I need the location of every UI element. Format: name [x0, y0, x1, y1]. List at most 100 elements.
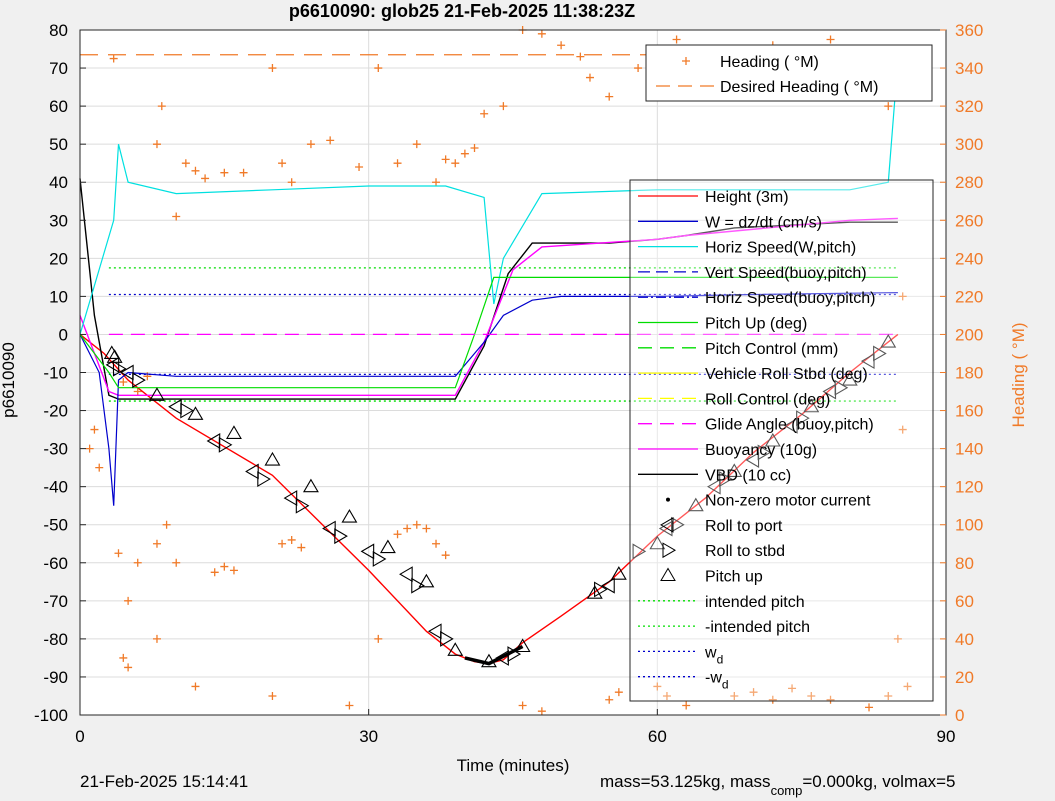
heading-point [903, 682, 912, 691]
heading-point [278, 539, 287, 548]
legend-symbol [666, 497, 670, 502]
heading-point [220, 168, 229, 177]
heading-point [614, 688, 623, 697]
legend-label: Roll to port [705, 518, 783, 535]
legend-symbol [660, 567, 676, 581]
y-tick-label-left: 30 [49, 211, 68, 230]
roll-port-marker [245, 463, 259, 480]
heading-point [239, 168, 248, 177]
pitch-up-marker [302, 478, 319, 493]
heading-point [297, 543, 306, 552]
roll-stbd-marker [440, 630, 454, 647]
pitch-up-marker [447, 642, 464, 656]
roll-port-marker [601, 577, 615, 594]
heading-point [499, 102, 508, 111]
legend-label: Roll Control (deg) [705, 391, 830, 408]
roll-stbd-marker [834, 379, 849, 396]
x-tick-label: 90 [937, 727, 956, 746]
pitch-up-marker [880, 333, 897, 348]
legend-label: Glide Angle (buoy,pitch) [705, 417, 874, 434]
pitch-up-marker [841, 372, 858, 386]
y-tick-label-right: 100 [955, 516, 983, 535]
roll-stbd-marker [180, 402, 194, 419]
heading-point [172, 558, 181, 567]
legend-label: VBD (10 cc) [705, 467, 791, 484]
y-tick-label-right: 40 [955, 630, 974, 649]
heading-point [422, 524, 431, 533]
y-tick-label-left: 40 [49, 173, 68, 192]
roll-stbd-marker [632, 543, 647, 560]
roll-stbd-marker [594, 581, 608, 598]
roll-stbd-marker [372, 551, 387, 567]
x-tick-label: 30 [359, 727, 378, 746]
heading-point [90, 425, 99, 434]
ticks: 0 30 60 9080706050403020100-10-20-30-40-50-… [34, 21, 983, 746]
pitch-up-marker [610, 566, 627, 580]
roll-stbd-marker [411, 577, 425, 594]
series-line [79, 178, 898, 400]
legend-label: Pitch Up (deg) [705, 316, 807, 333]
roll-port-marker [745, 452, 760, 468]
y-tick-label-left: 60 [49, 97, 68, 116]
roll-port-marker [120, 364, 134, 381]
heading-point [278, 159, 287, 168]
y-tick-label-right: 80 [955, 554, 974, 573]
roll-stbd-marker [218, 436, 233, 453]
chart-title: p6610090: glob25 21-Feb-2025 11:38:23Z [289, 1, 635, 21]
pitch-up-marker [586, 585, 603, 599]
pitch-up-marker [149, 387, 165, 401]
y-tick-label-left: 10 [49, 287, 68, 306]
heading-point [865, 703, 874, 712]
legend-label: Pitch Control (mm) [705, 341, 838, 358]
series-line [79, 276, 898, 389]
heading-point [412, 520, 421, 529]
legend-label: Pitch up [705, 569, 763, 586]
y-axis-label-right: Heading ( °M) [1009, 322, 1028, 427]
roll-stbd-marker [132, 372, 146, 389]
footer-date: 21-Feb-2025 15:14:41 [80, 772, 249, 791]
y-tick-label-right: 320 [955, 97, 983, 116]
heading-point [191, 682, 200, 691]
pitch-up-marker [480, 653, 497, 668]
heading-point [807, 691, 816, 700]
pitch-up-marker [264, 451, 281, 466]
heading-point [460, 149, 469, 158]
heading-point [114, 549, 123, 558]
pitch-up-marker [418, 573, 435, 588]
heading-point [898, 292, 907, 301]
heading-point [634, 64, 643, 73]
pitch-up-marker [803, 398, 820, 413]
heading-point [306, 140, 315, 149]
heading-point [682, 701, 691, 710]
heading-point [119, 653, 128, 662]
heading-point [109, 54, 118, 63]
y-tick-label-right: 20 [955, 668, 974, 687]
heading-point [124, 663, 133, 672]
heading-point [451, 159, 460, 168]
heading-point [768, 695, 777, 704]
y-tick-label-left: -50 [43, 516, 68, 535]
y-tick-label-right: 240 [955, 249, 983, 268]
pitch-up-marker [103, 345, 120, 360]
x-tick-label: 0 [75, 727, 84, 746]
heading-point [749, 688, 758, 697]
heading-point [220, 562, 229, 571]
y-tick-label-right: 60 [955, 592, 974, 611]
legend-label: Horiz Speed(W,pitch) [705, 240, 856, 257]
legend-label: wd [704, 644, 723, 666]
y-tick-label-left: -10 [43, 364, 68, 383]
heading-point [172, 212, 181, 221]
heading-point [326, 136, 335, 145]
heading-point [557, 41, 566, 50]
roll-stbd-marker [757, 444, 772, 461]
heading-point [393, 530, 402, 539]
pitch-up-marker [726, 463, 743, 477]
y-tick-label-right: 0 [955, 706, 964, 725]
legend-label: -wd [705, 670, 729, 692]
y-tick-label-left: -60 [43, 554, 68, 573]
footer-mass-suffix: =0.000kg, volmax=5 [802, 772, 956, 791]
pitch-up-marker [687, 497, 704, 512]
pitch-up-marker [341, 509, 358, 523]
roll-port-marker [427, 623, 442, 640]
heading-point [374, 64, 383, 73]
